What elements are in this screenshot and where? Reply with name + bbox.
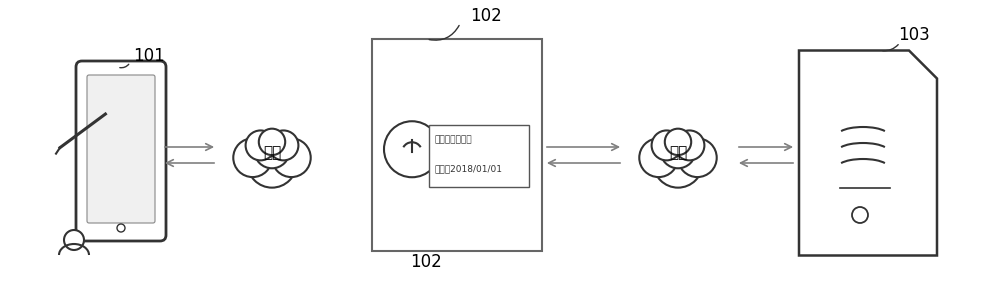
Circle shape: [852, 207, 868, 223]
Circle shape: [233, 138, 272, 177]
Circle shape: [384, 121, 440, 177]
Circle shape: [254, 133, 290, 168]
Text: 时间：2018/01/01: 时间：2018/01/01: [435, 164, 503, 173]
Circle shape: [268, 130, 298, 160]
Circle shape: [272, 138, 311, 177]
Text: 模式：打卡上报: 模式：打卡上报: [435, 135, 473, 144]
Circle shape: [665, 129, 691, 155]
Text: 101: 101: [133, 47, 164, 65]
Text: 网络: 网络: [263, 145, 281, 160]
FancyBboxPatch shape: [372, 39, 542, 251]
Polygon shape: [799, 50, 937, 256]
FancyBboxPatch shape: [76, 61, 166, 241]
Circle shape: [246, 130, 276, 160]
Text: 102: 102: [471, 7, 502, 25]
Circle shape: [259, 129, 285, 155]
Text: 网络: 网络: [669, 145, 687, 160]
Circle shape: [674, 130, 704, 160]
FancyBboxPatch shape: [429, 125, 529, 187]
Circle shape: [64, 230, 84, 250]
FancyBboxPatch shape: [87, 75, 155, 223]
Circle shape: [652, 130, 682, 160]
Text: 103: 103: [898, 27, 930, 44]
Text: 102: 102: [411, 253, 442, 271]
Circle shape: [678, 138, 717, 177]
Circle shape: [117, 224, 125, 232]
Circle shape: [660, 133, 696, 168]
Circle shape: [653, 138, 703, 188]
Circle shape: [247, 138, 297, 188]
Circle shape: [639, 138, 678, 177]
